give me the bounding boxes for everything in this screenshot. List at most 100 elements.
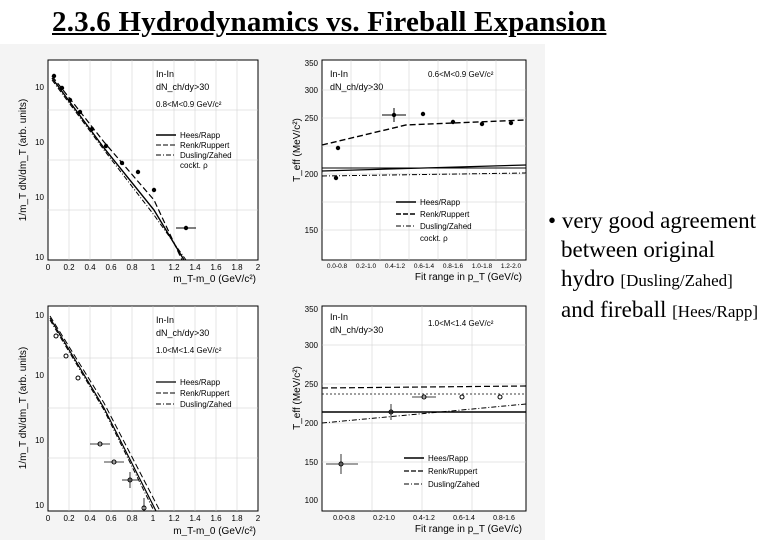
y-tick: 10 [35, 501, 44, 510]
legend-entry: Hees/Rapp [420, 198, 461, 207]
legend-entry: Hees/Rapp [428, 454, 469, 463]
cut-label: dN_ch/dy>30 [156, 328, 209, 338]
x-tick: 0.2 [63, 514, 75, 523]
mass-range-label: 0.8<M<0.9 GeV/c² [156, 100, 222, 109]
x-tick: 0.8 [126, 263, 138, 272]
y-tick: 10 [35, 436, 44, 445]
x-tick: 0.4 [84, 263, 96, 272]
x-tick: 1.4 [189, 514, 201, 523]
teff-low-mass-plot: 150 200 250 300 350 0.0-0.8 0.2-1.0 0.4-… [286, 50, 542, 285]
x-tick: 0 [46, 263, 51, 272]
bullet-marker: • [548, 208, 557, 233]
x-tick: 1 [151, 263, 156, 272]
x-tick: 1.2-2.0 [501, 263, 522, 270]
x-tick: 0.8-1.6 [443, 263, 464, 270]
y-tick: 150 [305, 458, 319, 467]
y-tick: 10 [35, 253, 44, 262]
system-label: In-In [330, 312, 348, 322]
system-label: In-In [156, 69, 174, 79]
cut-label: dN_ch/dy>30 [330, 325, 383, 335]
y-tick: 300 [305, 341, 319, 350]
legend-entry: Dusling/Zahed [420, 222, 472, 231]
bullet-line: • very good agreement [548, 206, 780, 235]
x-tick: 1.6 [210, 514, 222, 523]
y-tick: 200 [305, 170, 319, 179]
y-tick: 150 [305, 226, 319, 235]
legend-entry: Renk/Ruppert [180, 389, 230, 398]
x-tick: 0.2-1.0 [373, 515, 395, 522]
x-tick: 0.2-1.0 [356, 263, 377, 270]
y-tick: 250 [305, 114, 319, 123]
figure-panels: 0 0.2 0.4 0.6 0.8 1 1.2 1.4 1.6 1.8 2 10… [0, 44, 545, 540]
y-tick: 100 [305, 496, 319, 505]
cut-label: dN_ch/dy>30 [330, 82, 383, 92]
y-tick: 350 [305, 305, 319, 314]
x-tick: 0.4-1.2 [385, 263, 406, 270]
bullet-line-3-main: hydro [561, 266, 621, 291]
y-axis-label: 1/m_T dN/dm_T (arb. units) [18, 99, 29, 221]
legend-entry: cockt. ρ [180, 161, 208, 170]
bullet-text: • very good agreement between original h… [548, 206, 780, 326]
teff-high-mass-plot: 100 150 200 250 300 350 0.0-0.8 0.2-1.0 … [286, 298, 542, 536]
x-tick: 2 [256, 514, 261, 523]
y-tick: 200 [305, 419, 319, 428]
bullet-line-2: between original [561, 237, 715, 262]
x-tick: 0.6-1.4 [414, 263, 435, 270]
mt-spectrum-low-mass-plot: 0 0.2 0.4 0.6 0.8 1 1.2 1.4 1.6 1.8 2 10… [4, 50, 279, 285]
x-tick: 0.8 [126, 514, 138, 523]
x-tick: 1.8 [231, 263, 243, 272]
y-axis-label: 1/m_T dN/dm_T (arb. units) [18, 347, 29, 469]
y-tick: 350 [305, 59, 319, 68]
x-tick: 0.0-0.8 [327, 263, 348, 270]
mass-range-label: 0.6<M<0.9 GeV/c² [428, 70, 494, 79]
legend-entry: Renk/Ruppert [180, 141, 230, 150]
x-tick: 0.6 [105, 514, 117, 523]
bullet-line-4-main: and fireball [561, 297, 673, 322]
y-tick: 10 [35, 371, 44, 380]
x-tick: 0.4-1.2 [413, 515, 435, 522]
y-tick: 250 [305, 380, 319, 389]
mass-range-label: 1.0<M<1.4 GeV/c² [156, 346, 222, 355]
y-tick: 10 [35, 83, 44, 92]
y-tick: 300 [305, 86, 319, 95]
legend-entry: Dusling/Zahed [428, 480, 480, 489]
system-label: In-In [330, 69, 348, 79]
bullet-line: and fireball [Hees/Rapp] [548, 295, 780, 326]
legend-entry: Renk/Ruppert [420, 210, 470, 219]
bullet-line-1: very good agreement [561, 208, 756, 233]
x-tick: 1.2 [168, 514, 180, 523]
x-tick: 1.4 [189, 263, 201, 272]
x-tick: 1 [151, 514, 156, 523]
x-tick: 0 [46, 514, 51, 523]
x-tick: 1.0-1.8 [472, 263, 493, 270]
y-axis-label: T_eff (MeV/c²) [292, 118, 303, 182]
x-axis-label: Fit range in p_T (GeV/c) [415, 272, 522, 283]
legend-entry: Hees/Rapp [180, 378, 221, 387]
x-tick: 1.6 [210, 263, 222, 272]
reference-hees-rapp: [Hees/Rapp] [672, 302, 759, 321]
y-axis-label: T_eff (MeV/c²) [292, 366, 303, 430]
y-tick: 10 [35, 193, 44, 202]
x-tick: 0.8-1.6 [493, 515, 515, 522]
y-tick: 10 [35, 138, 44, 147]
x-tick: 2 [256, 263, 261, 272]
system-label: In-In [156, 315, 174, 325]
x-axis-label: Fit range in p_T (GeV/c) [415, 524, 522, 535]
legend-entry: Hees/Rapp [180, 131, 221, 140]
mass-range-label: 1.0<M<1.4 GeV/c² [428, 319, 494, 328]
legend-entry: Dusling/Zahed [180, 400, 232, 409]
y-tick: 10 [35, 311, 44, 320]
x-tick: 0.6-1.4 [453, 515, 475, 522]
x-tick: 0.0-0.8 [333, 515, 355, 522]
x-tick: 1.8 [231, 514, 243, 523]
legend-entry: cockt. ρ [420, 234, 448, 243]
x-axis-label: m_T-m_0 (GeV/c²) [173, 274, 256, 285]
x-tick: 0.2 [63, 263, 75, 272]
x-tick: 0.6 [105, 263, 117, 272]
reference-dusling-zahed: [Dusling/Zahed] [620, 271, 733, 290]
x-axis-label: m_T-m_0 (GeV/c²) [173, 526, 256, 536]
cut-label: dN_ch/dy>30 [156, 82, 209, 92]
bullet-line: hydro [Dusling/Zahed] [548, 264, 780, 295]
x-tick: 1.2 [168, 263, 180, 272]
x-tick: 0.4 [84, 514, 96, 523]
